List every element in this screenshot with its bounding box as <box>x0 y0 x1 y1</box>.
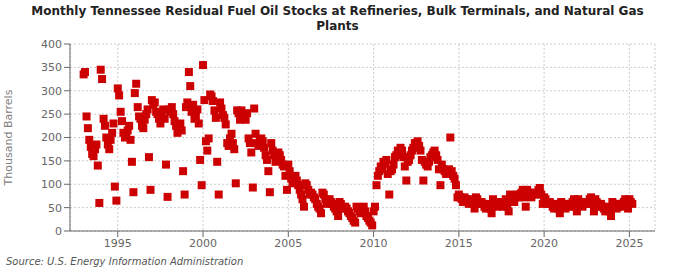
svg-text:150: 150 <box>41 155 62 168</box>
svg-text:400: 400 <box>41 38 62 51</box>
html-text:Plants: Plants <box>316 19 359 33</box>
svg-text:2010: 2010 <box>360 237 388 250</box>
svg-text:2000: 2000 <box>189 237 217 250</box>
html-text:Source: U.S. Energy Informatio: Source: U.S. Energy Information Administ… <box>6 256 244 267</box>
svg-text:2005: 2005 <box>274 237 302 250</box>
svg-text:0: 0 <box>55 225 62 238</box>
svg-text:200: 200 <box>41 131 62 144</box>
svg-text:300: 300 <box>41 85 62 98</box>
html-text:Monthly Tennessee Residual Fue: Monthly Tennessee Residual Fuel Oil Stoc… <box>31 4 644 18</box>
svg-text:2015: 2015 <box>445 237 473 250</box>
svg-text:50: 50 <box>48 202 62 215</box>
svg-text:2020: 2020 <box>530 237 558 250</box>
svg-text:250: 250 <box>41 108 62 121</box>
svg-text:2025: 2025 <box>615 237 643 250</box>
svg-text:Thousand Barrels: Thousand Barrels <box>2 89 15 186</box>
svg-text:1995: 1995 <box>104 237 132 250</box>
svg-text:100: 100 <box>41 178 62 191</box>
svg-text:350: 350 <box>41 61 62 74</box>
